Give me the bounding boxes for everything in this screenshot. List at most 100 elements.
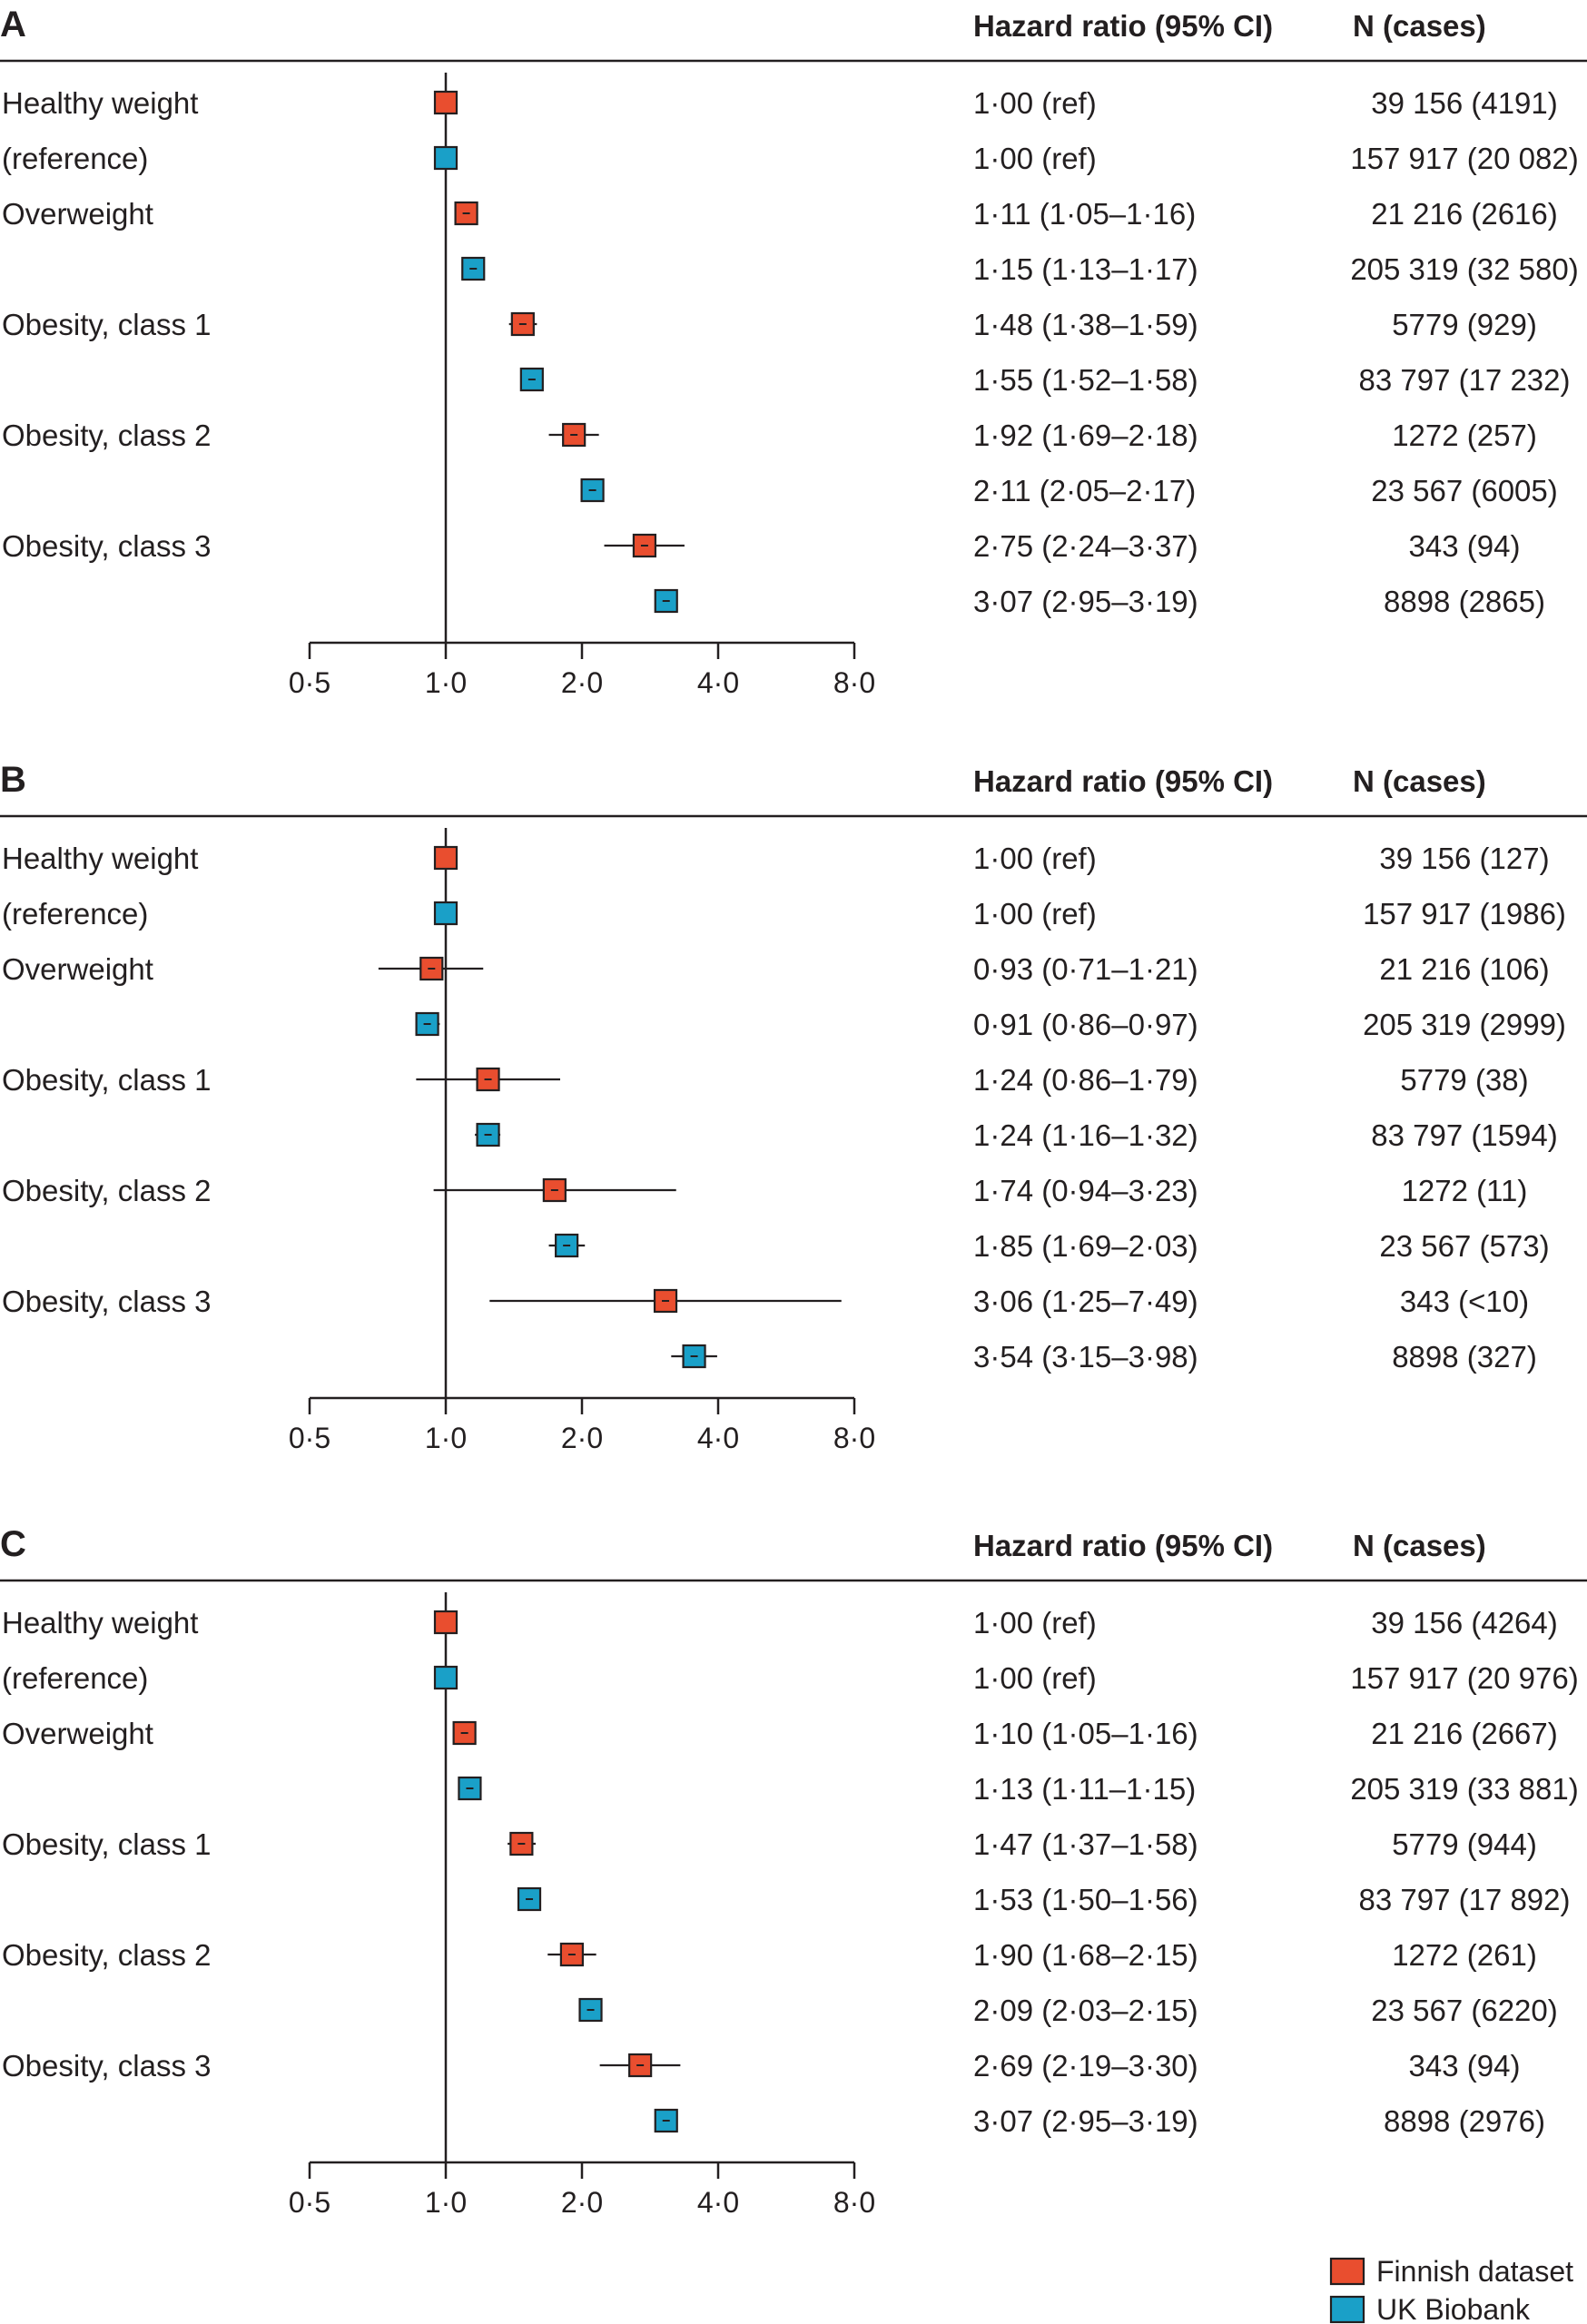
n-cases-value: 157 917 (20 082) [1350, 142, 1578, 175]
hazard-ratio-value: 1·85 (1·69–2·03) [973, 1229, 1198, 1263]
row-category-label: (reference) [2, 1661, 148, 1695]
hazard-ratio-value: 3·06 (1·25–7·49) [973, 1285, 1198, 1318]
hazard-ratio-value: 1·00 (ref) [973, 897, 1097, 931]
row-category-label: (reference) [2, 897, 148, 931]
row-category-label: Obesity, class 2 [2, 419, 211, 452]
legend-finnish-label: Finnish dataset [1376, 2255, 1573, 2288]
header-hazard-ratio: Hazard ratio (95% CI) [973, 764, 1273, 798]
row-category-label: Overweight [2, 952, 153, 986]
row-category-label: Obesity, class 2 [2, 1174, 211, 1207]
row-category-label: Healthy weight [2, 1606, 198, 1640]
n-cases-value: 5779 (944) [1392, 1827, 1537, 1861]
header-n-cases: N (cases) [1353, 764, 1486, 798]
hazard-ratio-value: 1·47 (1·37–1·58) [973, 1827, 1198, 1861]
finnish-estimate-square [433, 90, 458, 115]
x-tick-label: 2·0 [561, 1422, 603, 1454]
ukb-estimate-square [433, 901, 458, 926]
legend-finnish-swatch [1329, 2257, 1365, 2286]
row-category-label: Healthy weight [2, 842, 198, 875]
hazard-ratio-value: 3·07 (2·95–3·19) [973, 2104, 1198, 2138]
x-tick-label: 1·0 [425, 666, 467, 699]
x-tick-label: 2·0 [561, 666, 603, 699]
hazard-ratio-value: 1·74 (0·94–3·23) [973, 1174, 1198, 1207]
x-tick-label: 8·0 [833, 1422, 875, 1454]
n-cases-value: 8898 (2976) [1384, 2104, 1545, 2138]
hazard-ratio-value: 2·75 (2·24–3·37) [973, 529, 1198, 563]
n-cases-value: 205 319 (33 881) [1350, 1772, 1578, 1806]
header-hazard-ratio: Hazard ratio (95% CI) [973, 9, 1273, 43]
finnish-estimate-square [562, 422, 586, 448]
hazard-ratio-value: 1·00 (ref) [973, 1606, 1097, 1640]
x-tick-label: 4·0 [697, 2186, 739, 2219]
hazard-ratio-value: 1·48 (1·38–1·59) [973, 308, 1198, 341]
x-tick-label: 0·5 [289, 1422, 330, 1454]
x-tick-label: 0·5 [289, 666, 330, 699]
hazard-ratio-value: 2·69 (2·19–3·30) [973, 2049, 1198, 2083]
row-category-label: Obesity, class 3 [2, 1285, 211, 1318]
ukb-estimate-square [433, 145, 458, 171]
hazard-ratio-value: 1·92 (1·69–2·18) [973, 419, 1198, 452]
hazard-ratio-value: 1·15 (1·13–1·17) [973, 252, 1198, 286]
hazard-ratio-value: 1·24 (1·16–1·32) [973, 1118, 1198, 1152]
hazard-ratio-value: 3·07 (2·95–3·19) [973, 585, 1198, 618]
n-cases-value: 1272 (261) [1392, 1938, 1537, 1972]
hazard-ratio-value: 0·93 (0·71–1·21) [973, 952, 1198, 986]
header-n-cases: N (cases) [1353, 1529, 1486, 1562]
row-category-label: Obesity, class 3 [2, 2049, 211, 2083]
finnish-estimate-square [454, 201, 478, 226]
panel-label: B [0, 760, 26, 800]
hazard-ratio-value: 1·90 (1·68–2·15) [973, 1938, 1198, 1972]
hazard-ratio-value: 1·13 (1·11–1·15) [973, 1772, 1196, 1806]
hazard-ratio-value: 1·11 (1·05–1·16) [973, 197, 1196, 231]
n-cases-value: 157 917 (1986) [1363, 897, 1566, 931]
x-tick-label: 8·0 [833, 2186, 875, 2219]
header-hazard-ratio: Hazard ratio (95% CI) [973, 1529, 1273, 1562]
ukb-estimate-square [433, 1665, 458, 1690]
n-cases-value: 83 797 (17 892) [1358, 1883, 1570, 1916]
n-cases-value: 23 567 (6005) [1371, 474, 1558, 507]
hazard-ratio-value: 1·53 (1·50–1·56) [973, 1883, 1198, 1916]
n-cases-value: 343 (<10) [1400, 1285, 1529, 1318]
n-cases-value: 39 156 (4191) [1371, 86, 1558, 120]
n-cases-value: 1272 (11) [1402, 1174, 1528, 1207]
finnish-estimate-square [433, 1610, 458, 1635]
n-cases-value: 39 156 (4264) [1371, 1606, 1558, 1640]
n-cases-value: 5779 (929) [1392, 308, 1537, 341]
n-cases-value: 205 319 (2999) [1363, 1008, 1566, 1041]
x-tick-label: 4·0 [697, 666, 739, 699]
n-cases-value: 83 797 (1594) [1371, 1118, 1558, 1152]
n-cases-value: 8898 (327) [1392, 1340, 1537, 1374]
panel-label: A [0, 5, 26, 44]
row-category-label: Healthy weight [2, 86, 198, 120]
legend-ukb-label: UK Biobank [1376, 2293, 1531, 2324]
hazard-ratio-value: 1·00 (ref) [973, 842, 1097, 875]
n-cases-value: 23 567 (6220) [1371, 1994, 1558, 2027]
n-cases-value: 5779 (38) [1400, 1063, 1528, 1097]
row-category-label: Obesity, class 3 [2, 529, 211, 563]
finnish-estimate-square [433, 845, 458, 871]
n-cases-value: 21 216 (2616) [1371, 197, 1558, 231]
row-category-label: Overweight [2, 1717, 153, 1750]
hazard-ratio-value: 3·54 (3·15–3·98) [973, 1340, 1198, 1374]
panel-label: C [0, 1524, 26, 1564]
x-tick-label: 2·0 [561, 2186, 603, 2219]
hazard-ratio-value: 1·55 (1·52–1·58) [973, 363, 1198, 397]
row-category-label: (reference) [2, 142, 148, 175]
hazard-ratio-value: 1·00 (ref) [973, 142, 1097, 175]
x-tick-label: 8·0 [833, 666, 875, 699]
n-cases-value: 8898 (2865) [1384, 585, 1545, 618]
n-cases-value: 39 156 (127) [1379, 842, 1549, 875]
hazard-ratio-value: 2·09 (2·03–2·15) [973, 1994, 1198, 2027]
n-cases-value: 205 319 (32 580) [1350, 252, 1578, 286]
row-category-label: Obesity, class 2 [2, 1938, 211, 1972]
x-tick-label: 0·5 [289, 2186, 330, 2219]
n-cases-value: 21 216 (106) [1379, 952, 1549, 986]
hazard-ratio-value: 1·00 (ref) [973, 1661, 1097, 1695]
hazard-ratio-value: 2·11 (2·05–2·17) [973, 474, 1196, 507]
n-cases-value: 157 917 (20 976) [1350, 1661, 1578, 1695]
row-category-label: Obesity, class 1 [2, 1827, 211, 1861]
hazard-ratio-value: 1·00 (ref) [973, 86, 1097, 120]
hazard-ratio-value: 1·24 (0·86–1·79) [973, 1063, 1198, 1097]
n-cases-value: 343 (94) [1409, 2049, 1521, 2083]
n-cases-value: 23 567 (573) [1379, 1229, 1549, 1263]
